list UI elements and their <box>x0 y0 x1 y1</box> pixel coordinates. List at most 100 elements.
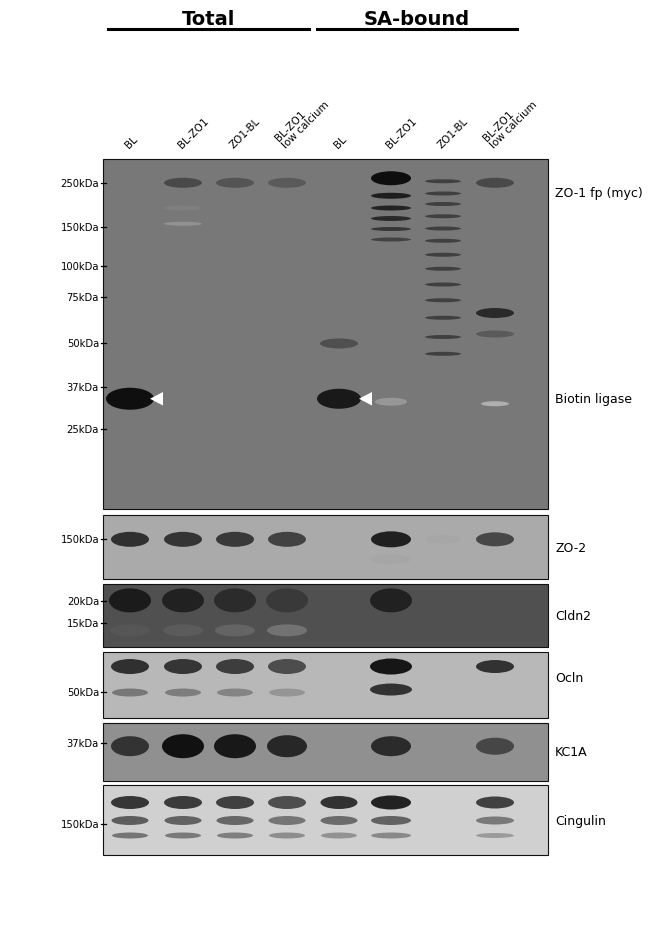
Ellipse shape <box>425 240 461 244</box>
Ellipse shape <box>164 532 202 548</box>
Ellipse shape <box>111 796 149 809</box>
Text: 37kDa: 37kDa <box>67 738 99 749</box>
Ellipse shape <box>425 316 461 320</box>
Ellipse shape <box>267 735 307 757</box>
Ellipse shape <box>370 683 412 696</box>
Ellipse shape <box>268 178 306 189</box>
Ellipse shape <box>268 796 306 809</box>
Ellipse shape <box>476 834 514 838</box>
Ellipse shape <box>476 331 514 338</box>
Ellipse shape <box>425 254 461 258</box>
Ellipse shape <box>476 532 514 547</box>
Ellipse shape <box>111 736 149 756</box>
Ellipse shape <box>425 267 461 272</box>
Polygon shape <box>359 393 372 406</box>
Ellipse shape <box>481 402 509 407</box>
Ellipse shape <box>371 228 411 232</box>
Text: SA-bound: SA-bound <box>364 10 470 29</box>
Ellipse shape <box>164 817 202 825</box>
Bar <box>103 652 548 718</box>
Text: Total: Total <box>182 10 235 29</box>
Text: 50kDa: 50kDa <box>67 687 99 697</box>
Ellipse shape <box>165 833 201 838</box>
Ellipse shape <box>165 689 201 697</box>
Ellipse shape <box>164 796 202 809</box>
Ellipse shape <box>268 817 306 825</box>
Ellipse shape <box>371 796 411 810</box>
Ellipse shape <box>476 797 514 809</box>
Text: Cingulin: Cingulin <box>555 814 606 827</box>
Bar <box>103 723 548 782</box>
Bar <box>103 584 548 648</box>
Text: ZO1-BL: ZO1-BL <box>228 116 262 150</box>
Ellipse shape <box>320 817 358 825</box>
Ellipse shape <box>476 817 514 825</box>
Ellipse shape <box>317 389 361 410</box>
Text: BL-ZO1: BL-ZO1 <box>176 115 210 150</box>
Ellipse shape <box>216 817 254 825</box>
Text: 37kDa: 37kDa <box>67 383 99 393</box>
Text: Cldn2: Cldn2 <box>555 610 591 622</box>
Ellipse shape <box>425 336 461 340</box>
Ellipse shape <box>371 207 411 211</box>
Bar <box>103 160 548 510</box>
Ellipse shape <box>164 223 202 227</box>
Ellipse shape <box>112 817 148 825</box>
Ellipse shape <box>163 625 203 636</box>
Ellipse shape <box>266 589 308 613</box>
Text: 150kDa: 150kDa <box>60 223 99 233</box>
Ellipse shape <box>371 238 411 243</box>
Text: Biotin ligase: Biotin ligase <box>555 393 632 406</box>
Ellipse shape <box>162 734 204 758</box>
Text: 150kDa: 150kDa <box>60 534 99 545</box>
Ellipse shape <box>425 180 461 184</box>
Ellipse shape <box>476 738 514 755</box>
Text: BL-ZO1: BL-ZO1 <box>384 115 418 150</box>
Text: ZO-2: ZO-2 <box>555 541 586 554</box>
Text: 100kDa: 100kDa <box>60 262 99 272</box>
Ellipse shape <box>425 203 461 207</box>
Ellipse shape <box>216 532 254 548</box>
Ellipse shape <box>268 532 306 548</box>
Ellipse shape <box>162 589 204 613</box>
Ellipse shape <box>320 339 358 349</box>
Ellipse shape <box>425 228 461 231</box>
Ellipse shape <box>106 388 154 411</box>
Ellipse shape <box>110 625 150 636</box>
Polygon shape <box>150 393 163 406</box>
Ellipse shape <box>216 796 254 809</box>
Ellipse shape <box>476 660 514 673</box>
Ellipse shape <box>425 283 461 287</box>
Ellipse shape <box>476 178 514 189</box>
Ellipse shape <box>370 589 412 613</box>
Ellipse shape <box>371 217 411 222</box>
Ellipse shape <box>164 207 202 211</box>
Text: 15kDa: 15kDa <box>66 618 99 629</box>
Ellipse shape <box>215 625 255 636</box>
Ellipse shape <box>269 833 305 838</box>
Text: 25kDa: 25kDa <box>66 425 99 435</box>
Ellipse shape <box>476 309 514 319</box>
Ellipse shape <box>320 796 358 809</box>
Ellipse shape <box>371 531 411 548</box>
Ellipse shape <box>267 625 307 636</box>
Ellipse shape <box>216 178 254 189</box>
Ellipse shape <box>214 734 256 758</box>
Text: 150kDa: 150kDa <box>60 819 99 830</box>
Text: 20kDa: 20kDa <box>67 597 99 606</box>
Text: ZO1-BL: ZO1-BL <box>436 116 470 150</box>
Bar <box>103 515 548 580</box>
Ellipse shape <box>111 659 149 674</box>
Ellipse shape <box>371 817 411 825</box>
Ellipse shape <box>164 178 202 189</box>
Ellipse shape <box>371 833 411 838</box>
Ellipse shape <box>214 589 256 613</box>
Ellipse shape <box>216 659 254 674</box>
Ellipse shape <box>321 833 357 838</box>
Text: KC1A: KC1A <box>555 746 588 759</box>
Text: Ocln: Ocln <box>555 671 583 683</box>
Ellipse shape <box>269 689 305 697</box>
Text: BL: BL <box>332 134 348 150</box>
Ellipse shape <box>425 352 461 357</box>
Ellipse shape <box>371 194 411 199</box>
